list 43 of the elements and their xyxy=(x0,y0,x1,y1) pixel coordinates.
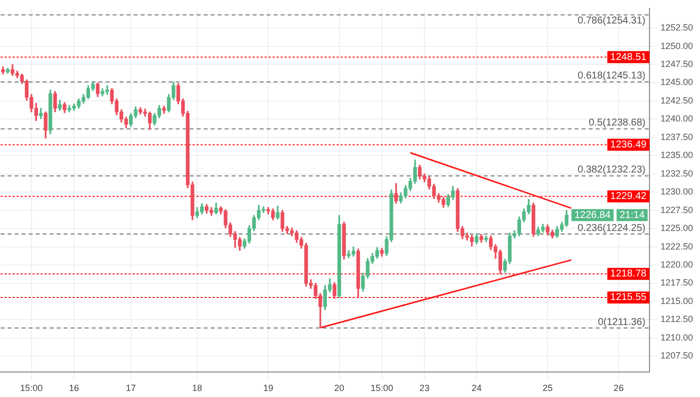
x-tick-label: 16 xyxy=(69,383,80,394)
x-tick-label: 26 xyxy=(614,383,624,394)
ref-line-label: 1248.51 xyxy=(610,52,647,63)
x-tick-label: 20 xyxy=(334,383,344,394)
x-tick-label: 17 xyxy=(126,383,136,394)
y-tick-label: 1237.50 xyxy=(660,132,694,142)
y-tick-label: 1227.50 xyxy=(660,204,694,215)
y-tick-label: 1252.50 xyxy=(660,22,694,33)
ref-line-label: 0.618(1245.13) xyxy=(578,70,646,82)
x-tick-label: 24 xyxy=(472,383,482,394)
y-tick-label: 1210.00 xyxy=(660,332,694,342)
y-tick-label: 1235.00 xyxy=(660,150,694,160)
y-tick-label: 1220.00 xyxy=(660,260,694,270)
y-tick-label: 1240.00 xyxy=(660,114,694,124)
y-tick-label: 1245.00 xyxy=(660,77,694,88)
x-tick-label: 15:00 xyxy=(20,383,43,394)
annotation: 21:14 xyxy=(620,210,646,221)
ref-line-label: 0.786(1254.31) xyxy=(578,16,646,27)
y-tick-label: 1215.00 xyxy=(660,296,694,306)
y-tick-label: 1225.00 xyxy=(660,223,694,234)
y-tick-label: 1250.00 xyxy=(660,40,694,51)
y-tick-label: 1222.50 xyxy=(660,241,694,252)
ref-line-label: 1215.55 xyxy=(610,292,647,304)
y-tick-label: 1247.50 xyxy=(660,59,694,70)
ref-line-label: 0.382(1232.23) xyxy=(578,164,646,176)
ref-line-label: 0.5(1238.68) xyxy=(588,118,646,129)
ref-line-label: 1236.49 xyxy=(610,140,647,151)
y-tick-label: 1207.50 xyxy=(660,350,694,361)
x-tick-label: 23 xyxy=(420,383,430,394)
x-tick-label: 19 xyxy=(263,383,274,394)
y-tick-label: 1217.50 xyxy=(660,278,694,288)
ref-line-label: 1229.42 xyxy=(610,191,647,202)
annotation: 1226.84 xyxy=(574,210,612,221)
y-tick-label: 1230.00 xyxy=(660,186,694,197)
x-tick-label: 18 xyxy=(192,383,202,394)
y-tick-label: 1242.50 xyxy=(660,95,694,106)
x-tick-label: 25 xyxy=(542,383,553,394)
ref-line-label: 0.236(1224.25) xyxy=(578,222,646,234)
y-tick-label: 1212.50 xyxy=(660,314,694,324)
ref-line-label: 1218.78 xyxy=(610,268,647,280)
x-tick-label: 15:00 xyxy=(370,383,394,394)
ref-line-label: 0(1211.36) xyxy=(598,316,646,328)
y-tick-label: 1232.50 xyxy=(660,168,694,178)
